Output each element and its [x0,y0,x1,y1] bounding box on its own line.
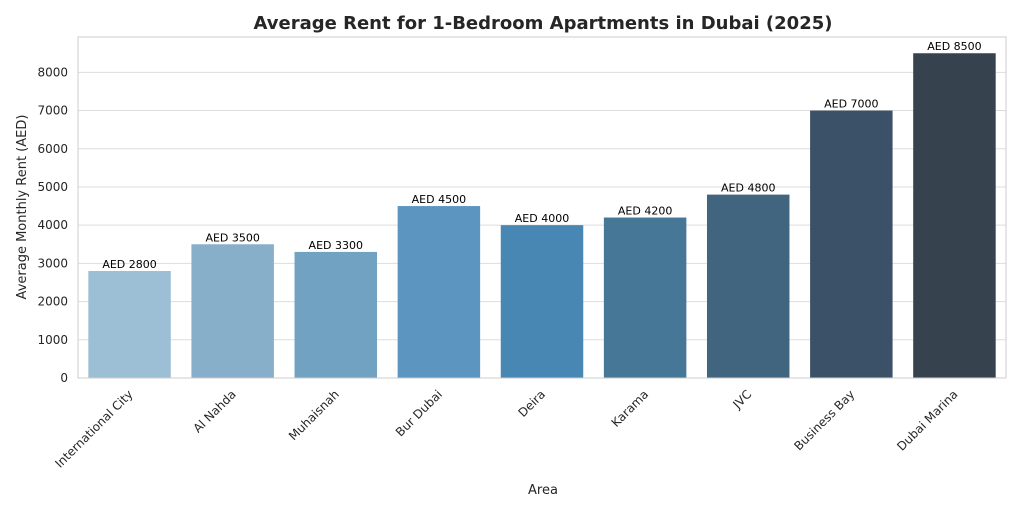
bar [397,206,481,378]
x-tick-label: Business Bay [791,387,857,453]
bar [294,251,378,378]
bar [191,244,274,378]
y-tick-label: 5000 [37,180,68,194]
x-tick-label: Bur Dubai [393,387,445,439]
x-axis-label: Area [528,483,558,498]
data-label: AED 3300 [309,239,363,252]
x-axis-ticks: International City Al Nahda Muhaisnah Bur D… [52,387,960,470]
y-axis-label: Average Monthly Rent (AED) [15,115,30,300]
y-tick-label: 7000 [37,104,68,118]
data-label: AED 4800 [721,182,775,195]
data-label: AED 4000 [515,212,569,225]
data-label: AED 4500 [412,193,466,206]
y-tick-label: 8000 [37,65,68,79]
bar [500,225,584,378]
data-label: AED 7000 [824,98,878,111]
bar [603,217,687,378]
data-label: AED 8500 [927,40,981,53]
bar [88,271,171,378]
y-tick-label: 1000 [37,333,68,347]
x-tick-label: Karama [609,387,652,430]
bar [810,110,893,379]
x-tick-label: Muhaisnah [286,387,342,443]
data-label: AED 4200 [618,205,672,218]
y-tick-label: 2000 [37,295,68,309]
data-label: AED 3500 [205,231,259,244]
x-tick-label: Deira [515,387,548,420]
plot-frame [77,36,1007,379]
bars [88,53,996,379]
data-labels: AED 2800 AED 3500 AED 3300 AED 4500 AED 4000… [102,40,981,271]
chart-title: Average Rent for 1-Bedroom Apartments in… [254,13,833,34]
y-tick-label: 0 [60,371,68,385]
bar [913,53,996,378]
data-label: AED 2800 [102,258,156,271]
y-tick-label: 6000 [37,142,68,156]
y-tick-label: 4000 [37,218,68,232]
y-tick-label: 3000 [37,256,68,270]
x-tick-label: International City [52,387,135,470]
y-axis-ticks: 0 1000 2000 3000 4000 5000 6000 7000 8000 [37,65,68,385]
x-tick-label: JVC [729,387,754,412]
x-tick-label: Al Nahda [191,387,239,435]
bar [706,194,790,378]
x-tick-label: Dubai Marina [894,387,960,453]
